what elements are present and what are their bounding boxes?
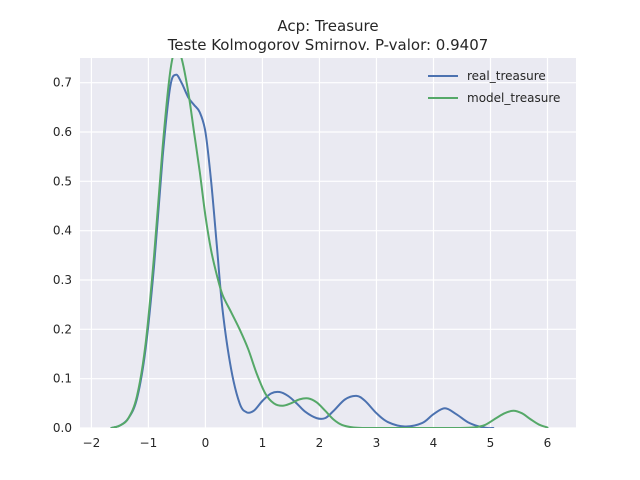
chart-subtitle: Teste Kolmogorov Smirnov. P-valor: 0.940… xyxy=(167,36,489,54)
y-axis-ticks: 0.0 0.1 0.2 0.3 0.4 0.5 0.6 0.7 xyxy=(53,76,72,435)
x-tick-label: 4 xyxy=(430,436,438,450)
y-tick-label: 0.3 xyxy=(53,273,72,287)
legend-label-model_treasure: model_treasure xyxy=(467,91,560,105)
x-tick-label: 1 xyxy=(259,436,267,450)
x-tick-label: 2 xyxy=(316,436,324,450)
x-tick-label: 3 xyxy=(373,436,381,450)
x-axis-ticks: −2 −1 0 1 2 3 4 5 6 xyxy=(83,436,552,450)
y-tick-label: 0.1 xyxy=(53,372,72,386)
y-tick-label: 0.2 xyxy=(53,322,72,336)
x-tick-label: −2 xyxy=(83,436,101,450)
x-tick-label: 6 xyxy=(544,436,552,450)
series-line-real_treasure xyxy=(110,73,495,428)
legend: real_treasure model_treasure xyxy=(428,69,560,105)
x-tick-label: −1 xyxy=(140,436,158,450)
y-tick-label: 0.6 xyxy=(53,125,72,139)
y-tick-label: 0.7 xyxy=(53,76,72,90)
y-tick-label: 0.5 xyxy=(53,174,72,188)
plot-area xyxy=(80,58,576,428)
y-tick-label: 0.0 xyxy=(53,421,72,435)
x-tick-label: 5 xyxy=(487,436,495,450)
series-line-model_treasure xyxy=(110,58,549,428)
legend-label-real_treasure: real_treasure xyxy=(467,69,546,83)
x-tick-label: 0 xyxy=(202,436,210,450)
series-layer xyxy=(110,58,549,428)
chart-title: Acp: Treasure xyxy=(277,17,378,35)
y-tick-label: 0.4 xyxy=(53,224,72,238)
